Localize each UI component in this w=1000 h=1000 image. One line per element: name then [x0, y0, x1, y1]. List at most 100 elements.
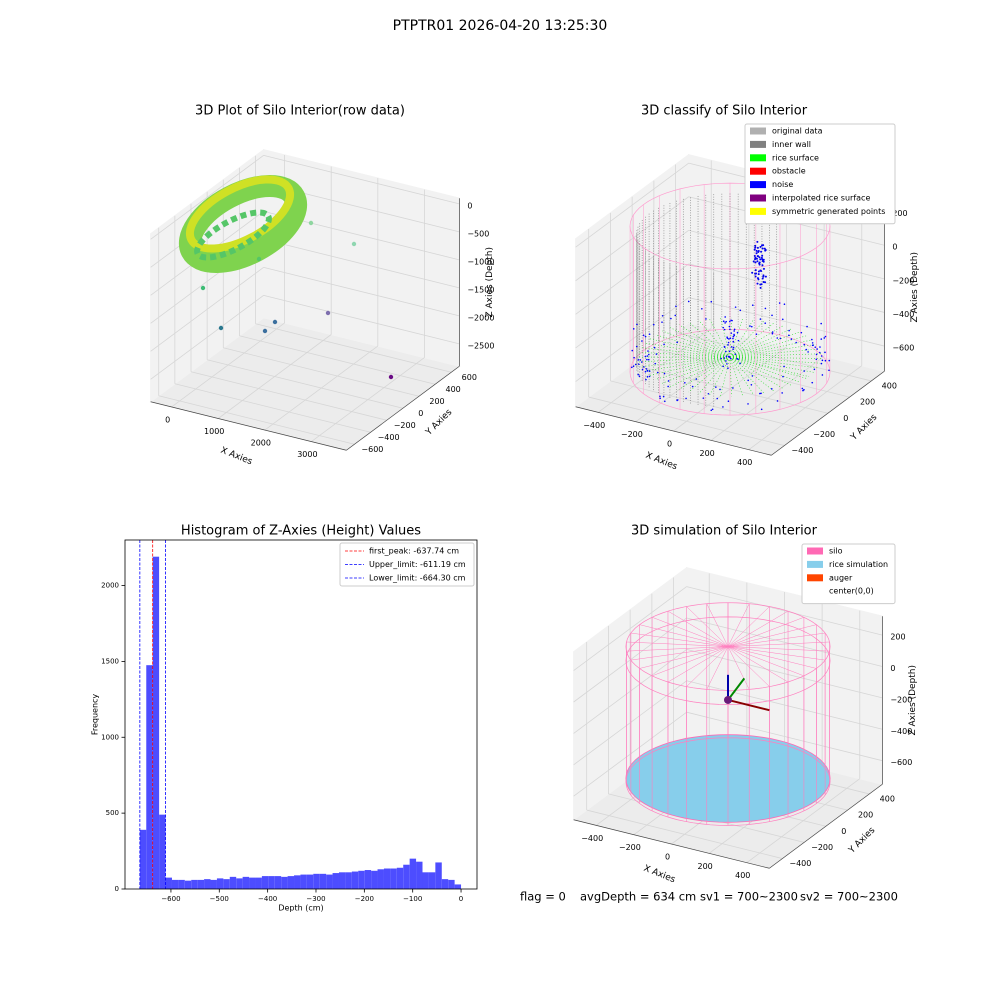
- noise-point: [751, 375, 754, 377]
- legend-label: center(0,0): [829, 587, 874, 596]
- chart-title: 3D simulation of Silo Interior: [631, 524, 818, 539]
- legend-label: Upper_limit: -611.19 cm: [369, 560, 466, 569]
- bar: [383, 868, 391, 889]
- y-tick-label: 600: [462, 373, 477, 382]
- noise-point: [755, 249, 758, 252]
- bar: [319, 873, 327, 889]
- noise-point: [724, 322, 726, 324]
- noise-point: [632, 328, 635, 330]
- grid-line: [688, 297, 885, 347]
- noise-point: [640, 361, 643, 363]
- z-tick-label: −1500: [467, 285, 494, 294]
- noise-point: [647, 358, 650, 361]
- surface-points: [639, 356, 731, 363]
- plot-frame: [124, 539, 478, 890]
- legend-patch: [750, 167, 766, 175]
- x-tick-label: −100: [403, 895, 422, 903]
- bar: [191, 879, 198, 889]
- noise-point: [811, 381, 814, 384]
- grid-line: [150, 295, 264, 380]
- noise-point: [702, 397, 705, 399]
- footer-text: avgDepth = 634 cm: [580, 890, 696, 904]
- noise-point: [711, 408, 714, 411]
- surface-points: [729, 328, 793, 358]
- noise-point: [646, 376, 649, 378]
- grid-line: [263, 238, 460, 289]
- z-tick-label: −400: [892, 310, 914, 319]
- noise-point: [739, 362, 741, 365]
- z-tick-label: −600: [892, 344, 914, 353]
- silo-wire: [630, 632, 729, 647]
- noise-point: [637, 359, 640, 361]
- noise-point: [736, 357, 739, 360]
- noise-point: [727, 344, 729, 346]
- pane: [263, 149, 460, 367]
- surface-points: [729, 357, 732, 397]
- legend-label: obstacle: [772, 167, 806, 176]
- silo-wire: [667, 646, 729, 683]
- grid-line: [686, 711, 883, 762]
- noise-point: [749, 325, 751, 327]
- noise-point: [644, 355, 647, 358]
- noise-point: [644, 335, 647, 338]
- bar: [268, 876, 275, 889]
- noise-point: [824, 335, 827, 338]
- noise-point: [635, 345, 638, 348]
- y-tick-label: −400: [789, 859, 811, 868]
- legend-patch: [807, 587, 823, 595]
- silo-wire: [639, 646, 729, 669]
- noise-point: [737, 339, 740, 342]
- surface-points: [729, 335, 807, 358]
- noise-point: [820, 338, 823, 340]
- noise-point: [764, 275, 767, 278]
- noise-point: [730, 332, 733, 334]
- noise-point: [752, 260, 755, 263]
- axis-arrow: [727, 677, 746, 701]
- axis-line: [575, 406, 772, 456]
- noise-point: [661, 321, 663, 323]
- surface-points: [639, 352, 731, 358]
- bar: [294, 875, 301, 889]
- noise-point: [761, 247, 764, 250]
- z-tick-label: 200: [890, 633, 905, 642]
- noise-point: [695, 378, 698, 380]
- silo-wire: [727, 646, 804, 677]
- noise-point: [756, 260, 759, 263]
- legend-patch: [807, 560, 823, 568]
- y-tick-label: 0: [843, 414, 848, 423]
- noise-point: [754, 244, 757, 247]
- noise-point: [675, 305, 677, 308]
- legend-patch: [807, 547, 823, 555]
- legend-label: inner wall: [772, 140, 811, 149]
- noise-point: [782, 375, 784, 378]
- surface-points: [698, 320, 731, 358]
- noise-point: [828, 359, 831, 362]
- x-tick-label: 400: [735, 871, 750, 880]
- bar: [274, 876, 282, 889]
- bar: [345, 872, 352, 889]
- noise-point: [722, 326, 725, 329]
- bar: [255, 877, 262, 889]
- z-tick-label: −200: [890, 695, 912, 704]
- noise-point: [655, 353, 658, 355]
- y-tick-label: −200: [813, 430, 835, 439]
- noise-point: [759, 258, 762, 261]
- noise-point: [807, 351, 809, 353]
- noise-point: [685, 397, 687, 400]
- y-tick-label: 1000: [101, 733, 119, 741]
- grid-line: [239, 335, 436, 385]
- noise-point: [691, 385, 694, 388]
- noise-point: [762, 275, 765, 278]
- noise-point: [761, 277, 764, 280]
- noise-point: [659, 397, 661, 400]
- bar: [332, 873, 339, 889]
- surface-points: [729, 356, 821, 364]
- legend-patch: [807, 574, 823, 582]
- noise-point: [687, 300, 690, 303]
- bar: [338, 872, 346, 889]
- noise-point: [727, 341, 730, 344]
- noise-point: [722, 406, 724, 408]
- noise-point: [755, 272, 758, 275]
- noise-point: [771, 331, 774, 333]
- noise-point: [764, 249, 767, 252]
